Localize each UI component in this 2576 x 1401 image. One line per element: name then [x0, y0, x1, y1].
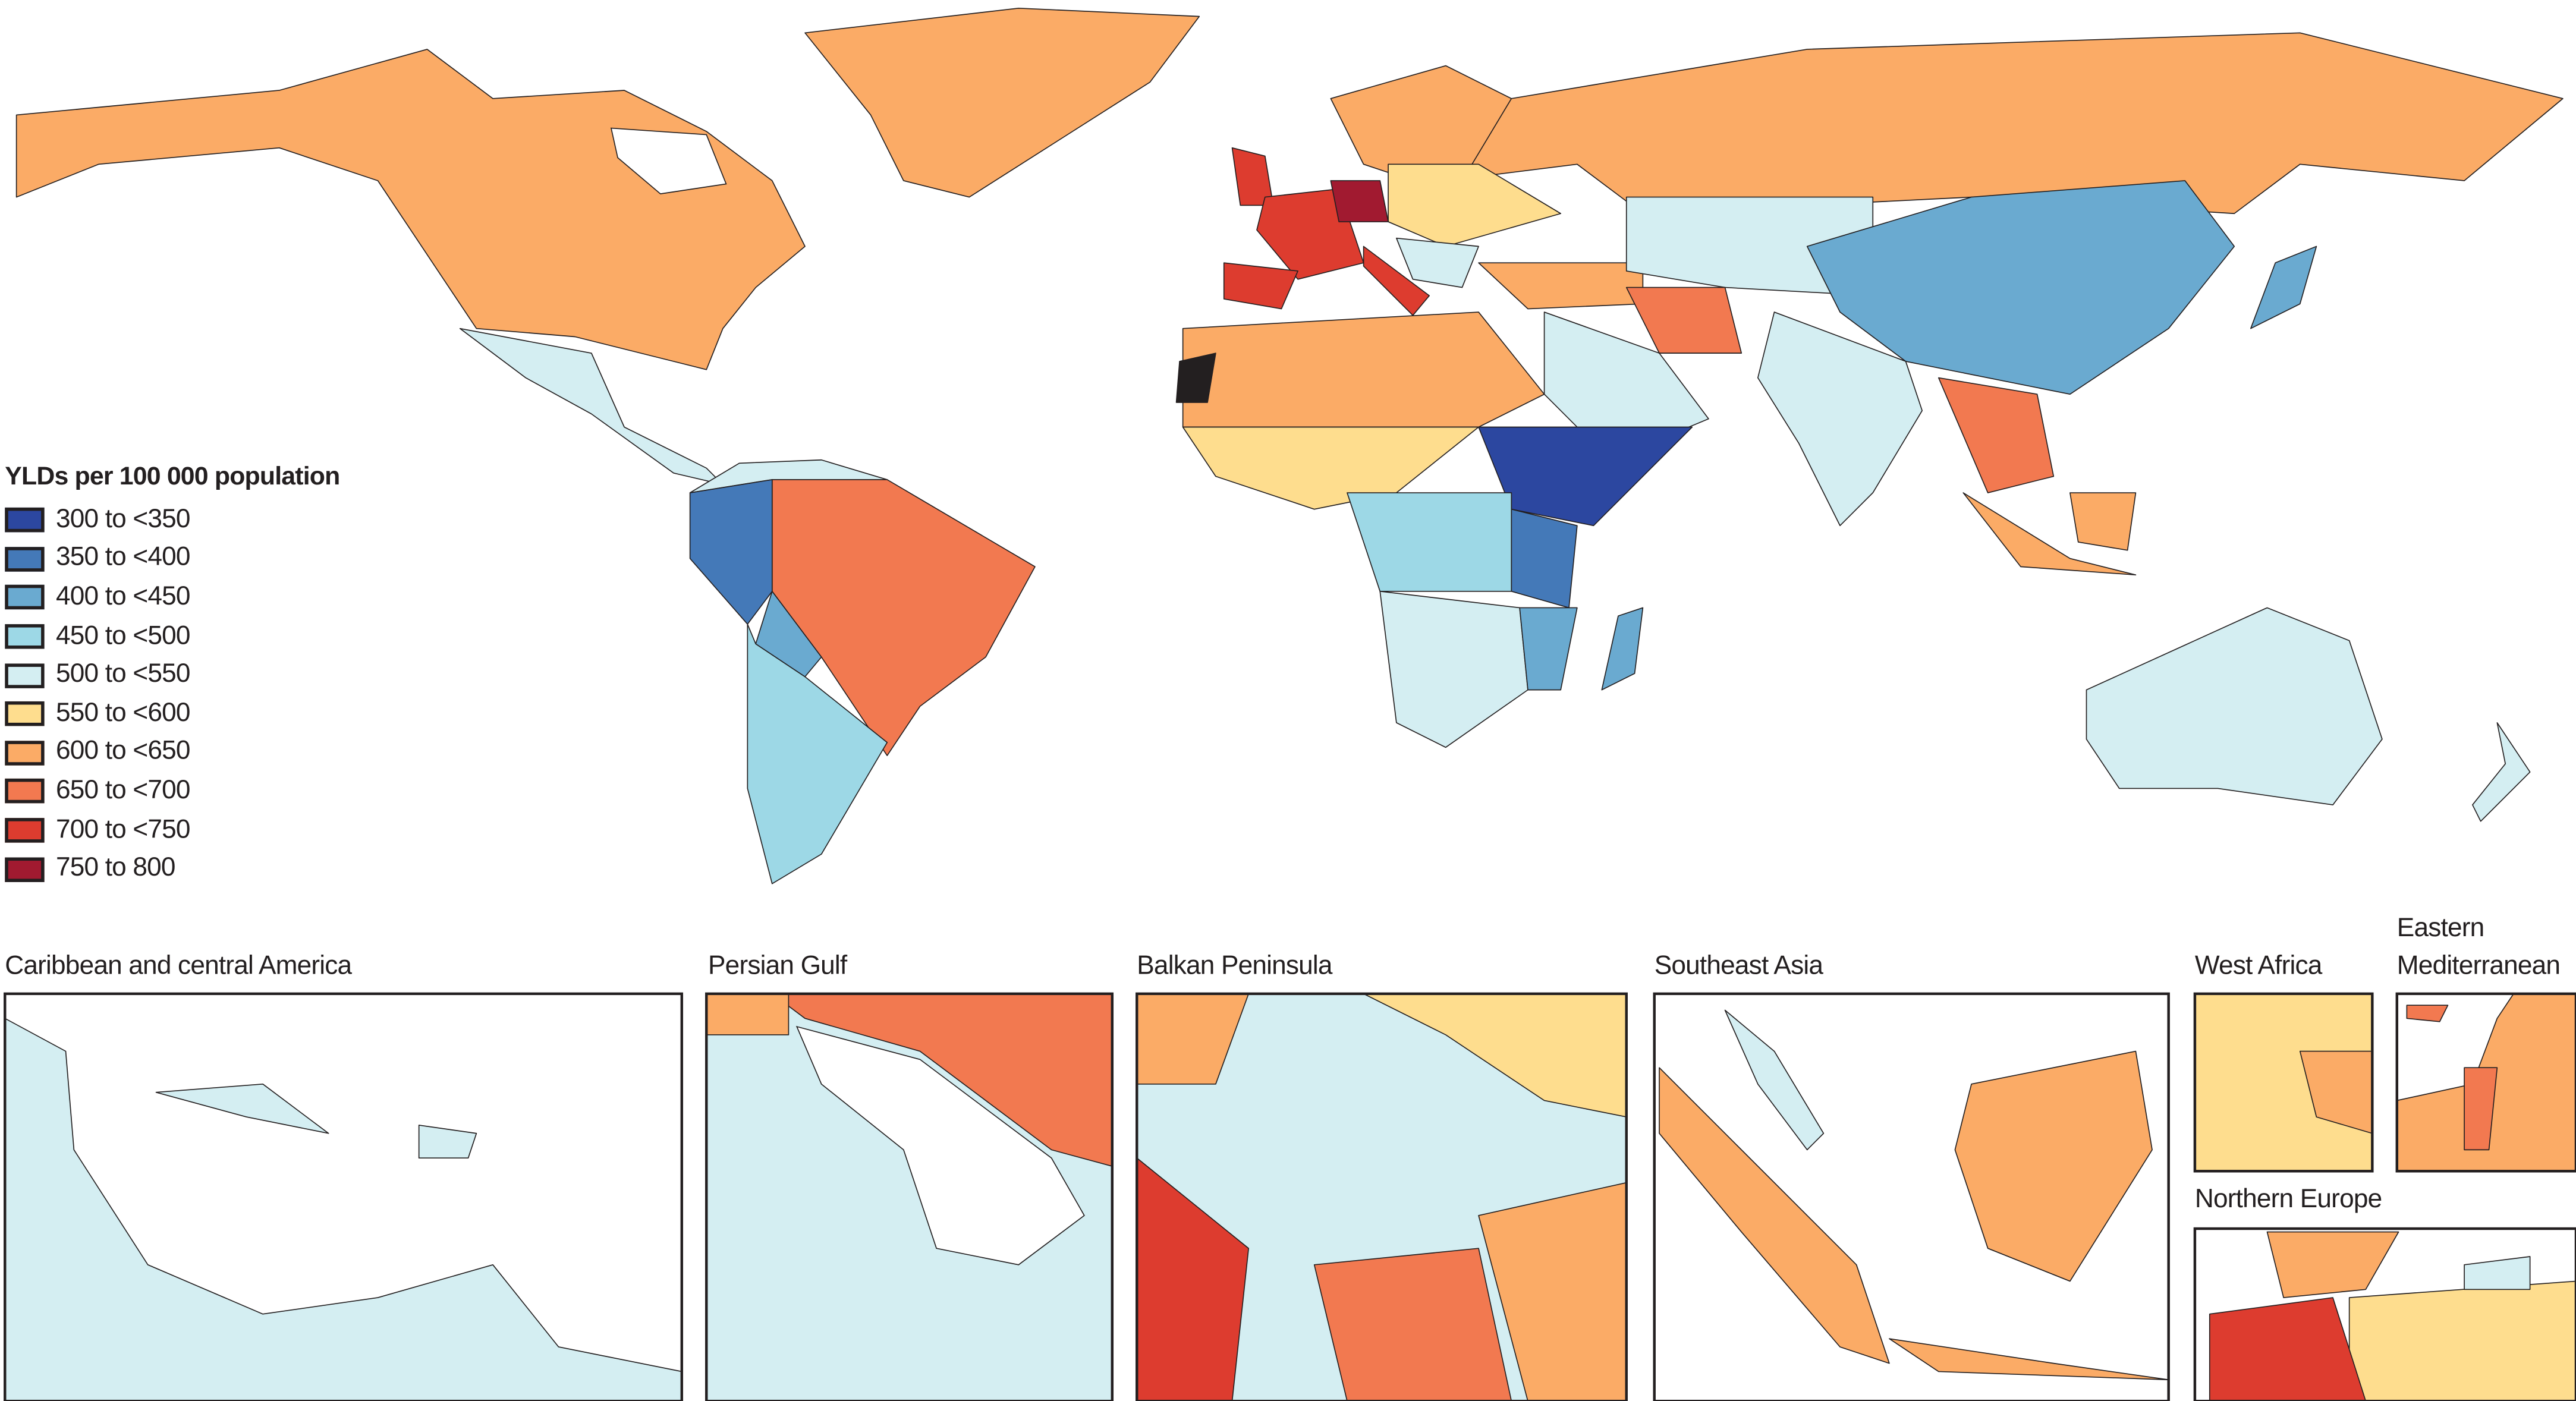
region-eastern-europe	[1388, 163, 1562, 247]
inset-caribbean-map	[4, 992, 684, 1401]
hudson-bay	[610, 127, 727, 194]
region-north-africa	[1182, 311, 1545, 428]
legend-swatch	[5, 585, 45, 610]
legend-label: 300 to <350	[55, 505, 191, 534]
region-mainland-southeast-asia	[1937, 377, 2055, 493]
inset-persian-gulf-map	[705, 992, 1114, 1401]
legend-label: 500 to <550	[55, 660, 191, 689]
region-horn-of-africa	[1478, 426, 1693, 527]
inset-eastern-mediterranean-map	[2395, 992, 2576, 1173]
legend-swatch	[5, 701, 45, 727]
legend-label: 450 to <500	[55, 622, 191, 650]
region-iran	[1625, 287, 1743, 354]
region-japan	[2250, 245, 2317, 329]
region-germany	[1330, 180, 1389, 222]
inset-balkan-map	[1136, 992, 1628, 1401]
legend-label: 550 to <600	[55, 699, 191, 728]
inset-title-persian-gulf: Persian Gulf	[708, 952, 847, 981]
legend-label: 400 to <450	[55, 583, 191, 611]
legend-title: YLDs per 100 000 population	[5, 463, 340, 492]
legend-swatch	[5, 857, 45, 881]
inset-title-west-africa: West Africa	[2194, 952, 2323, 981]
region-turkey-levant	[1478, 262, 1644, 310]
legend-swatch	[5, 663, 45, 688]
region-balkans	[1396, 237, 1479, 288]
legend-label: 700 to <750	[55, 816, 191, 844]
region-borneo	[2069, 492, 2137, 551]
region-china	[1806, 180, 2235, 395]
legend-item: 700 to <750	[5, 811, 339, 849]
legend-item: 400 to <450	[5, 578, 339, 617]
inset-northern-europe-map	[2193, 1227, 2576, 1401]
region-southern-africa	[1379, 590, 1528, 748]
legend-swatch	[5, 818, 45, 843]
region-east-africa	[1511, 508, 1578, 609]
legend-item: 450 to <500	[5, 617, 339, 656]
legend-item: 300 to <350	[5, 501, 339, 540]
legend-item: 750 to 800	[5, 850, 339, 889]
legend-swatch	[5, 740, 45, 766]
inset-title-caribbean: Caribbean and central America	[5, 952, 352, 981]
legend-label: 650 to <700	[55, 776, 191, 805]
region-indonesia	[1962, 492, 2137, 576]
legend-swatch	[5, 508, 45, 533]
region-central-asia	[1625, 196, 1874, 297]
region-australia	[2086, 607, 2383, 805]
region-central-africa	[1347, 492, 1512, 592]
region-india	[1757, 311, 1923, 527]
legend-swatch	[5, 624, 45, 649]
legend-label: 350 to <400	[55, 544, 191, 572]
legend-swatch	[5, 546, 45, 572]
inset-title-northern-europe: Northern Europe	[2194, 1186, 2382, 1214]
region-russia	[1412, 32, 2564, 215]
legend-swatch	[5, 779, 45, 804]
region-north-america	[15, 49, 806, 370]
region-western-sahara	[1175, 352, 1216, 403]
legend-label: 600 to <650	[55, 738, 191, 766]
legend-item: 500 to <550	[5, 656, 339, 695]
inset-west-africa-map	[2193, 992, 2374, 1173]
region-greenland	[804, 7, 1200, 198]
region-peru-ecuador	[689, 479, 773, 625]
legend-label: 750 to 800	[55, 854, 176, 883]
region-madagascar	[1601, 607, 1644, 691]
region-southern-cone	[747, 624, 888, 884]
legend: YLDs per 100 000 population 300 to <350 3…	[5, 463, 340, 889]
region-new-zealand	[2472, 722, 2531, 822]
legend-item: 550 to <600	[5, 695, 339, 733]
inset-southeast-asia-map	[1653, 992, 2170, 1401]
legend-item: 350 to <400	[5, 540, 339, 578]
legend-item: 600 to <650	[5, 733, 339, 772]
region-iberia	[1223, 262, 1298, 310]
inset-title-eastern-med-line1: Eastern	[2396, 915, 2484, 943]
inset-title-southeast-asia: Southeast Asia	[1654, 952, 1823, 981]
inset-title-eastern-med-line2: Mediterranean	[2396, 952, 2561, 981]
legend-item: 650 to <700	[5, 772, 339, 811]
inset-title-balkan: Balkan Peninsula	[1137, 952, 1332, 981]
region-mozambique	[1519, 607, 1578, 691]
